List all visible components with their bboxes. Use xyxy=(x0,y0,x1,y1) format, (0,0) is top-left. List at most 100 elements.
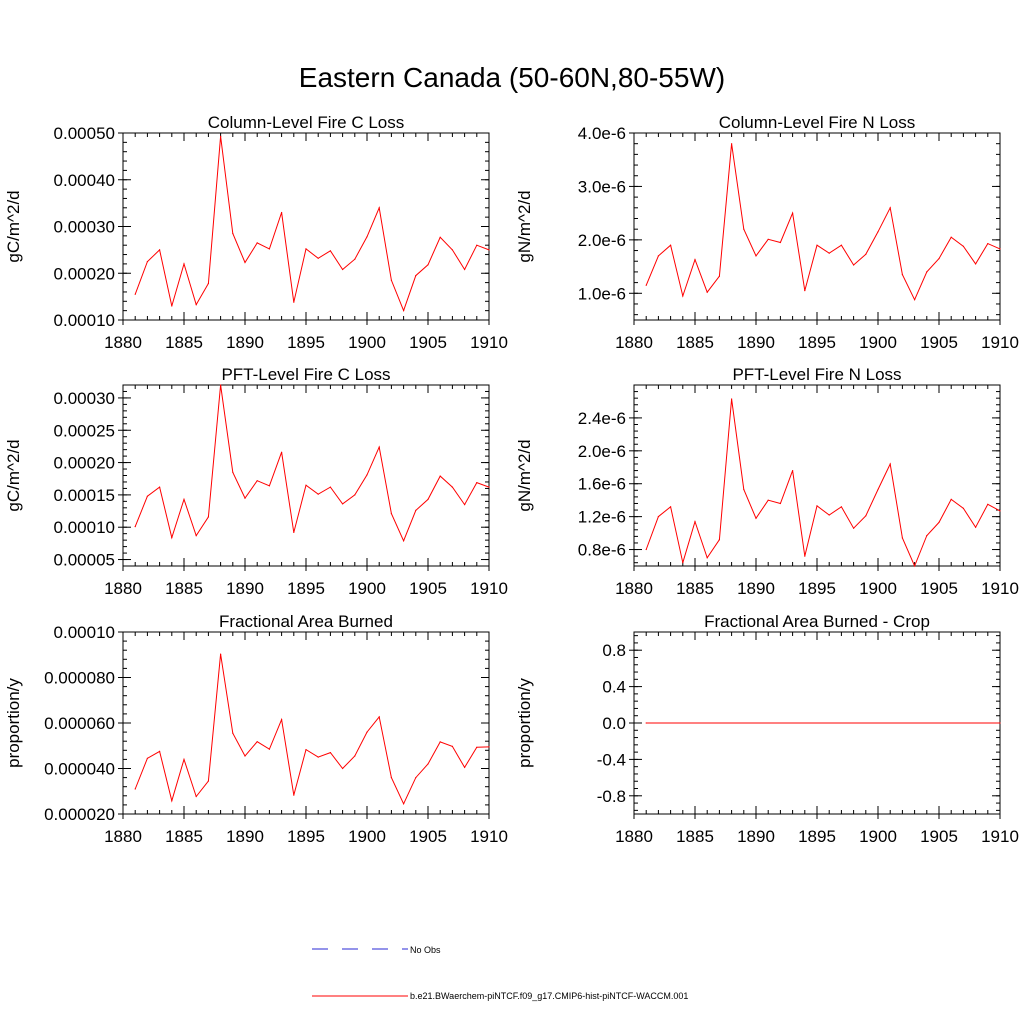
data-point xyxy=(183,498,185,500)
series-line xyxy=(134,654,490,805)
figure-title: Eastern Canada (50-60N,80-55W) xyxy=(298,62,726,93)
data-point xyxy=(305,248,307,250)
x-tick-label: 1890 xyxy=(737,579,775,598)
data-point xyxy=(682,295,684,297)
data-point xyxy=(427,498,429,500)
data-point xyxy=(865,515,867,517)
data-point xyxy=(779,241,782,244)
data-point xyxy=(268,248,270,250)
y-tick-label: 0.00030 xyxy=(54,389,115,408)
data-point xyxy=(183,263,185,265)
data-point xyxy=(159,249,161,251)
x-tick-label: 1900 xyxy=(859,333,897,352)
data-point xyxy=(342,503,344,505)
data-point xyxy=(232,232,234,235)
data-point xyxy=(804,290,806,292)
data-point xyxy=(159,750,161,753)
data-point xyxy=(195,304,197,306)
x-tick-label: 1905 xyxy=(920,827,958,846)
data-point xyxy=(731,143,733,145)
x-tick-label: 1895 xyxy=(287,579,325,598)
data-point xyxy=(232,732,234,734)
data-point xyxy=(889,207,891,209)
data-point xyxy=(403,803,405,805)
y-axis-label: gN/m^2/d xyxy=(515,439,534,511)
data-point xyxy=(439,475,441,477)
y-tick-label: 4.0e-6 xyxy=(578,124,626,143)
x-tick-label: 1895 xyxy=(798,579,836,598)
data-point xyxy=(439,741,441,743)
data-point xyxy=(901,537,904,539)
y-tick-label: 0.4 xyxy=(602,678,626,697)
data-point xyxy=(281,719,283,721)
data-point xyxy=(354,494,356,496)
y-axis-label: proportion/y xyxy=(515,678,534,768)
x-tick-label: 1880 xyxy=(615,827,653,846)
x-tick-label: 1885 xyxy=(165,579,203,598)
data-point xyxy=(645,548,647,551)
data-point xyxy=(926,271,928,273)
data-point xyxy=(743,228,745,230)
data-point xyxy=(706,557,708,559)
y-tick-label: 1.0e-6 xyxy=(578,284,626,303)
x-tick-label: 1890 xyxy=(737,333,775,352)
y-tick-label: 0.8 xyxy=(602,641,626,660)
data-point xyxy=(451,745,453,748)
data-point xyxy=(268,485,270,487)
x-tick-label: 1905 xyxy=(409,333,447,352)
data-point xyxy=(195,795,197,798)
data-point xyxy=(281,451,283,453)
data-point xyxy=(792,212,794,214)
chart-panel-4: 0.8e-6 1.2e-6 1.6e-6 2.0e-6 2.4e-6 1880 1885 18… xyxy=(515,365,1019,598)
x-tick-label: 1905 xyxy=(409,827,447,846)
data-point xyxy=(329,250,331,252)
x-tick-label: 1885 xyxy=(676,827,714,846)
data-point xyxy=(195,535,197,537)
panel-title: PFT-Level Fire C Loss xyxy=(221,365,390,384)
x-tick-label: 1910 xyxy=(981,579,1019,598)
data-point xyxy=(305,749,307,751)
data-point xyxy=(232,471,234,473)
x-tick-label: 1895 xyxy=(798,827,836,846)
y-tick-label: 0.00040 xyxy=(54,171,115,190)
data-point xyxy=(755,255,757,257)
data-point xyxy=(415,275,417,277)
x-tick-label: 1890 xyxy=(226,333,264,352)
x-tick-label: 1910 xyxy=(981,827,1019,846)
data-point xyxy=(950,236,952,238)
data-point xyxy=(342,767,344,770)
data-point xyxy=(378,716,380,718)
data-point xyxy=(134,293,136,295)
data-point xyxy=(755,517,757,519)
data-point xyxy=(464,268,466,271)
data-point xyxy=(938,521,940,524)
data-point xyxy=(256,741,258,743)
series-line xyxy=(645,398,1001,568)
data-point xyxy=(171,537,173,539)
data-point xyxy=(840,244,843,246)
data-point xyxy=(366,236,368,238)
x-tick-label: 1885 xyxy=(676,333,714,352)
data-point xyxy=(476,746,478,748)
x-tick-label: 1890 xyxy=(226,579,264,598)
y-tick-label: 0.00020 xyxy=(54,264,115,283)
data-point xyxy=(146,495,148,497)
data-point xyxy=(134,526,136,528)
data-point xyxy=(268,748,270,750)
x-tick-label: 1880 xyxy=(104,333,142,352)
data-point xyxy=(207,516,209,518)
series-line xyxy=(134,136,490,313)
data-point xyxy=(694,259,696,261)
data-point xyxy=(670,506,672,508)
data-point xyxy=(439,236,441,238)
y-tick-label: 1.6e-6 xyxy=(578,475,626,494)
x-tick-label: 1905 xyxy=(409,579,447,598)
data-point xyxy=(488,249,490,251)
y-tick-label: 3.0e-6 xyxy=(578,177,626,196)
data-point xyxy=(987,243,989,245)
data-point xyxy=(816,505,818,507)
data-point xyxy=(987,503,989,505)
data-point xyxy=(464,766,466,769)
series-line xyxy=(134,384,490,543)
